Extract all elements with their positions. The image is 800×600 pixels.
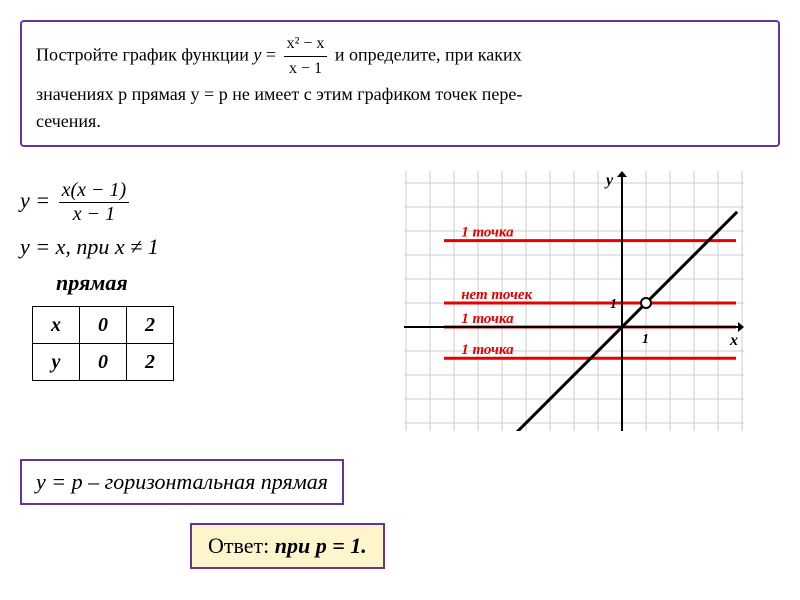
table-row: y 0 2 — [33, 344, 174, 381]
step1-num: x(x − 1) — [59, 179, 130, 203]
formula-fraction: x² − x x − 1 — [284, 32, 328, 81]
problem-line-2: значениях p прямая y = p не имеет с этим… — [36, 84, 522, 104]
table-cell: 2 — [127, 344, 174, 381]
svg-text:1 точка: 1 точка — [461, 225, 514, 241]
problem-prefix: Постройте график функции — [36, 45, 253, 65]
problem-statement: Постройте график функции y = x² − x x − … — [20, 20, 780, 147]
values-table: x 0 2 y 0 2 — [32, 306, 174, 381]
answer-prefix: Ответ: — [208, 533, 275, 558]
svg-text:нет точек: нет точек — [461, 287, 532, 303]
problem-line-3: сечения. — [36, 111, 101, 131]
graph: 1 точка нет точек 1 точка 1 точка x y 1 1 — [404, 171, 744, 431]
step1-fraction: x(x − 1) x − 1 — [59, 179, 130, 226]
table-cell: 0 — [80, 307, 127, 344]
formula-var: y — [253, 45, 261, 65]
step1-lhs: y = — [20, 188, 56, 213]
table-cell: y — [33, 344, 80, 381]
table-cell: 2 — [127, 307, 174, 344]
formula-denominator: x − 1 — [284, 57, 328, 81]
horizontal-line-note: y = p – горизонтальная прямая — [20, 459, 344, 505]
table-cell: 0 — [80, 344, 127, 381]
derivation: y = x(x − 1) x − 1 y = x, при x ≠ 1 — [20, 179, 380, 260]
problem-text: Постройте график функции y = x² − x x − … — [36, 32, 764, 135]
step1-den: x − 1 — [59, 203, 130, 226]
table-cell: x — [33, 307, 80, 344]
svg-text:1: 1 — [610, 297, 617, 312]
table-row: x 0 2 — [33, 307, 174, 344]
problem-suffix-1: и определите, при каких — [335, 45, 522, 65]
svg-text:1 точка: 1 точка — [461, 311, 514, 327]
answer-box: Ответ: при p = 1. — [190, 523, 385, 569]
derivation-step-2: y = x, при x ≠ 1 — [20, 234, 380, 260]
formula-numerator: x² − x — [284, 32, 328, 57]
subtitle-pryamaya: прямая — [56, 270, 380, 296]
svg-text:1 точка: 1 точка — [461, 342, 514, 358]
svg-text:y: y — [604, 172, 614, 189]
derivation-step-1: y = x(x − 1) x − 1 — [20, 179, 380, 226]
answer-value: при p = 1. — [275, 533, 367, 558]
svg-text:x: x — [729, 332, 738, 349]
svg-text:1: 1 — [642, 332, 649, 347]
